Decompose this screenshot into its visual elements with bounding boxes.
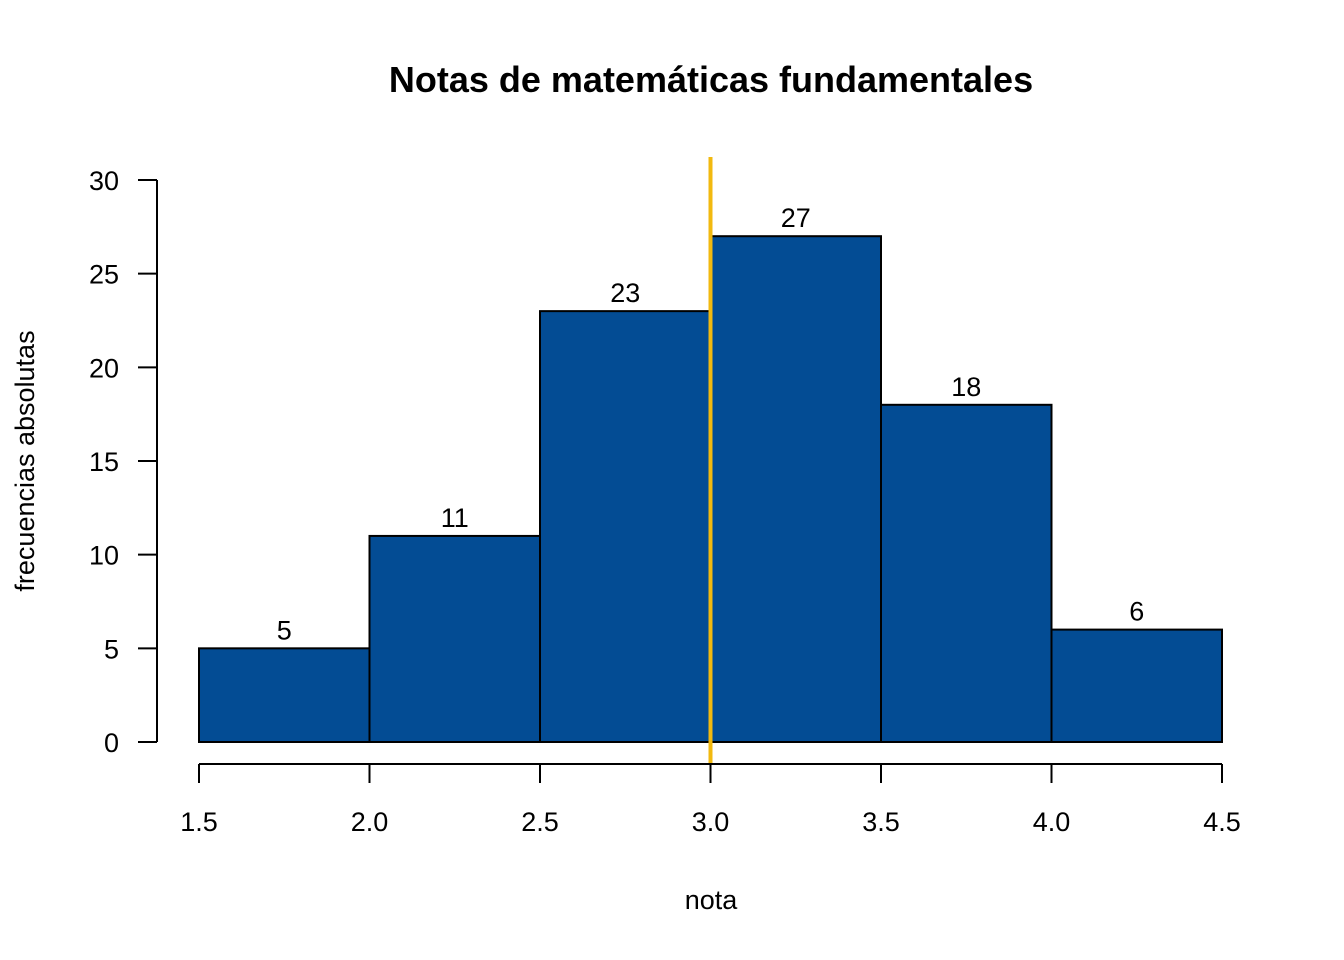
bar-value-label: 23 bbox=[610, 278, 640, 308]
histogram-bar bbox=[880, 403, 1053, 743]
x-tick-label: 3.0 bbox=[692, 807, 730, 837]
y-tick-label: 15 bbox=[89, 447, 119, 477]
bar-value-label: 5 bbox=[277, 615, 292, 645]
histogram-bar bbox=[198, 647, 371, 743]
chart-title: Notas de matemáticas fundamentales bbox=[389, 59, 1033, 100]
x-tick-label: 4.5 bbox=[1203, 807, 1241, 837]
bars-group bbox=[198, 235, 1223, 744]
histogram-bar bbox=[368, 534, 541, 744]
x-axis: 1.5 2.0 2.5 3.0 3.5 4.0 4.5 bbox=[180, 763, 1241, 837]
bar-value-label: 27 bbox=[781, 203, 811, 233]
y-tick-label: 20 bbox=[89, 353, 119, 383]
x-axis-label: nota bbox=[685, 885, 739, 915]
y-tick-label: 10 bbox=[89, 541, 119, 571]
data-labels-group: 5 11 23 27 18 6 bbox=[277, 203, 1145, 645]
histogram-bar bbox=[709, 235, 882, 743]
y-tick-label: 0 bbox=[104, 728, 119, 758]
bar-value-label: 11 bbox=[441, 503, 469, 533]
y-tick-label: 5 bbox=[104, 634, 119, 664]
x-tick-label: 2.5 bbox=[521, 807, 559, 837]
y-axis-label: frecuencias absolutas bbox=[10, 330, 40, 591]
x-tick-label: 3.5 bbox=[862, 807, 900, 837]
y-axis: 0 5 10 15 20 25 30 bbox=[89, 166, 158, 758]
bar-value-label: 18 bbox=[951, 372, 981, 402]
histogram-bar bbox=[539, 310, 712, 743]
x-tick-label: 2.0 bbox=[351, 807, 389, 837]
x-tick-label: 4.0 bbox=[1033, 807, 1071, 837]
x-tick-label: 1.5 bbox=[180, 807, 218, 837]
y-tick-label: 30 bbox=[89, 166, 119, 196]
y-tick-label: 25 bbox=[89, 260, 119, 290]
bar-value-label: 6 bbox=[1129, 597, 1144, 627]
histogram-bar bbox=[1050, 628, 1223, 743]
